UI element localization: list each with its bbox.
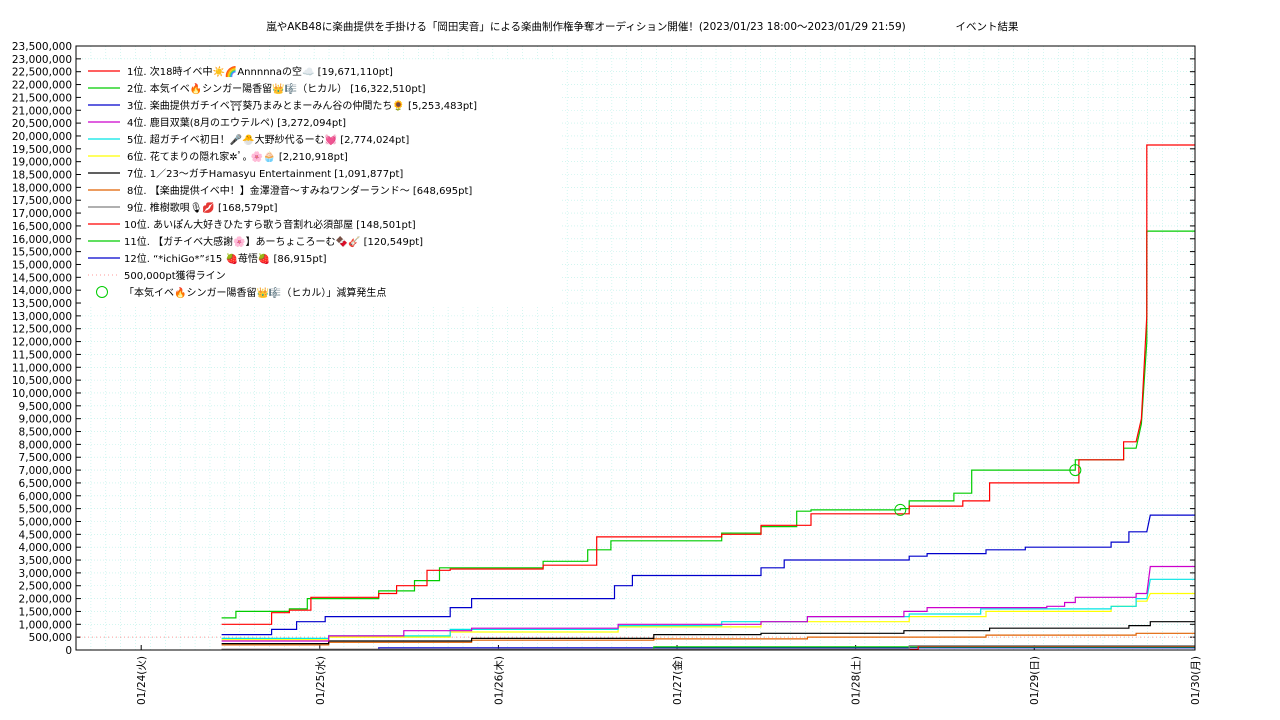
y-tick-label: 10,500,000: [12, 375, 72, 387]
y-tick-label: 21,000,000: [12, 105, 72, 117]
y-tick-label: 4,500,000: [19, 529, 72, 541]
y-tick-label: 23,000,000: [12, 54, 72, 66]
series-line: [221, 565, 1195, 642]
legend-marker: [96, 286, 108, 298]
y-tick-label: 20,500,000: [12, 118, 72, 130]
x-tick-label: 01/25(水): [315, 656, 327, 705]
y-tick-label: 7,500,000: [19, 452, 72, 464]
x-tick-label: 01/29(日): [1029, 656, 1041, 705]
y-tick-label: 13,000,000: [12, 311, 72, 323]
x-tick-label: 01/27(金): [671, 656, 684, 705]
y-tick-label: 6,500,000: [19, 478, 72, 490]
y-tick-label: 16,000,000: [12, 234, 72, 246]
legend-label: 5位. 超ガチイベ初日！🎤🐣大野紗代るーむ💓 [2,774,024pt]: [127, 133, 409, 146]
deduction-marker: [894, 503, 907, 516]
y-tick-label: 9,000,000: [19, 414, 72, 426]
y-tick-label: 8,000,000: [19, 439, 72, 451]
y-tick-label: 16,500,000: [12, 221, 72, 233]
y-tick-label: 1,500,000: [19, 606, 72, 618]
x-tick-label: 01/30(月): [1190, 656, 1202, 705]
y-tick-label: 15,000,000: [12, 259, 72, 271]
y-tick-label: 22,000,000: [12, 80, 72, 92]
y-tick-label: 14,500,000: [12, 272, 72, 284]
legend-label: 7位. 1／23〜ガチHamasyu Entertainment [1,091,…: [127, 167, 403, 180]
y-tick-label: 10,000,000: [12, 388, 72, 400]
legend-label: 6位. 花てまりの隠れ家✲ﾟ｡ 🌸🧁 [2,210,918pt]: [127, 150, 348, 163]
y-tick-label: 9,500,000: [19, 401, 72, 413]
series-line: [221, 632, 1195, 646]
y-tick-label: 3,500,000: [19, 555, 72, 567]
legend-label: 4位. 鹿目双葉(8月のエウテルペ) [3,272,094pt]: [127, 116, 346, 129]
y-tick-label: 19,000,000: [12, 157, 72, 169]
y-tick-label: 13,500,000: [12, 298, 72, 310]
plot-frame: [75, 45, 1196, 651]
y-tick-label: 4,000,000: [19, 542, 72, 554]
legend-label: 2位. 本気イベ🔥シンガー陽香留👑🎼（ヒカル） [16,322,510pt]: [127, 82, 426, 95]
deduction-marker: [1069, 464, 1082, 477]
y-tick-label: 8,500,000: [19, 427, 72, 439]
legend-label: 3位. 楽曲提供ガチイベ⛩葵乃まみとまーみん谷の仲間たち🌻 [5,253,483…: [127, 99, 477, 112]
y-tick-label: 17,500,000: [12, 195, 72, 207]
legend-label: 500,000pt獲得ライン: [124, 269, 226, 282]
chart-subtitle: イベント結果: [956, 20, 1019, 33]
y-tick-label: 18,000,000: [12, 182, 72, 194]
x-tick-label: 01/26(木): [493, 656, 505, 705]
y-tick-label: 5,000,000: [19, 516, 72, 528]
chart-title: 嵐やAKB48に楽曲提供を手掛ける「岡田実音」による楽曲制作権争奪オーディション…: [266, 20, 906, 33]
y-tick-label: 12,000,000: [12, 337, 72, 349]
series-line: [221, 144, 1195, 625]
y-tick-label: 3,000,000: [19, 568, 72, 580]
y-tick-label: 20,000,000: [12, 131, 72, 143]
y-axis: 0500,0001,000,0001,500,0002,000,0002,500…: [12, 41, 1195, 657]
legend-label: 8位. 【楽曲提供イベ中！】金澤澄音〜すみねワンダーランド〜 [648,695p…: [127, 184, 472, 197]
x-axis: 01/24(火) 01/25(水) 01/26(木) 01/27(金) 01/28(土)…: [136, 645, 1202, 705]
series-line: [221, 621, 1195, 645]
legend-label: 11位. 【ガチイベ大感謝🌸】あーちょころーむ🍫🎸 [120,549pt]: [124, 235, 423, 248]
legend-label: 12位. “*ichiGo*”♯15 🍓苺悟🍓 [86,915pt]: [124, 252, 327, 265]
y-tick-label: 19,500,000: [12, 144, 72, 156]
x-tick-label: 01/28(土): [850, 656, 863, 705]
y-tick-label: 14,000,000: [12, 285, 72, 297]
series-line: [221, 514, 1195, 636]
y-tick-label: 500,000: [29, 632, 72, 644]
y-tick-label: 2,500,000: [19, 581, 72, 593]
y-tick-label: 5,500,000: [19, 504, 72, 516]
y-tick-label: 11,500,000: [12, 349, 72, 361]
y-tick-label: 7,000,000: [19, 465, 72, 477]
y-tick-label: 22,500,000: [12, 67, 72, 79]
legend-label: 「本気イベ🔥シンガー陽香留👑🎼（ヒカル）」減算発生点: [124, 286, 386, 299]
y-tick-label: 1,000,000: [19, 619, 72, 631]
y-tick-label: 6,000,000: [19, 491, 72, 503]
legend-box: [82, 60, 562, 305]
y-tick-label: 15,500,000: [12, 247, 72, 259]
y-tick-label: 23,500,000: [12, 41, 72, 53]
y-tick-label: 2,000,000: [19, 594, 72, 606]
x-tick-label: 01/24(火): [136, 656, 148, 705]
y-tick-label: 18,500,000: [12, 170, 72, 182]
series-line: [221, 578, 1195, 640]
y-tick-label: 11,000,000: [12, 362, 72, 374]
legend-label: 10位. あいぽん大好きひたすら歌う音割れ必須部屋 [148,501pt]: [124, 218, 416, 231]
y-tick-label: 17,000,000: [12, 208, 72, 220]
legend: 1位. 次18時イベ中☀️🌈Annnnnaの空☁️ [19,671,110pt]…: [88, 65, 477, 299]
y-tick-label: 12,500,000: [12, 324, 72, 336]
series-line: [221, 645, 1195, 650]
y-tick-label: 21,500,000: [12, 92, 72, 104]
legend-label: 9位. 椎樹歌唄🎙💋 [168,579pt]: [127, 201, 278, 214]
y-tick-label: 0: [65, 645, 72, 657]
legend-label: 1位. 次18時イベ中☀️🌈Annnnnaの空☁️ [19,671,110pt]: [127, 65, 393, 78]
